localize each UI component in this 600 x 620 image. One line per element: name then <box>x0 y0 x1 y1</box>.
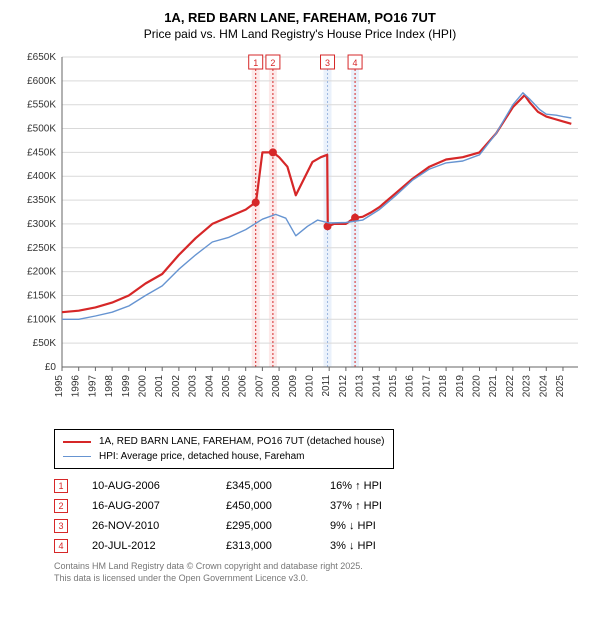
legend-label: HPI: Average price, detached house, Fare… <box>99 449 305 464</box>
sale-date: 16-AUG-2007 <box>92 500 202 512</box>
svg-text:£500K: £500K <box>27 124 56 135</box>
svg-text:£50K: £50K <box>33 338 57 349</box>
svg-text:2025: 2025 <box>555 375 566 398</box>
sale-delta: 16% ↑ HPI <box>330 480 450 492</box>
title-block: 1A, RED BARN LANE, FAREHAM, PO16 7UT Pri… <box>12 10 588 41</box>
svg-text:2013: 2013 <box>355 375 366 398</box>
legend: 1A, RED BARN LANE, FAREHAM, PO16 7UT (de… <box>54 429 394 469</box>
svg-text:2005: 2005 <box>221 375 232 398</box>
svg-text:1996: 1996 <box>71 375 82 398</box>
svg-text:2018: 2018 <box>438 375 449 398</box>
sale-delta: 37% ↑ HPI <box>330 500 450 512</box>
svg-text:2011: 2011 <box>321 375 332 397</box>
svg-text:2008: 2008 <box>271 375 282 398</box>
sale-price: £450,000 <box>226 500 306 512</box>
price-chart: £0 £50K £100K £150K £200K £250K £300K £350K £400… <box>12 49 588 419</box>
footer: Contains HM Land Registry data © Crown c… <box>54 561 582 584</box>
svg-text:£350K: £350K <box>27 195 56 206</box>
sale-price: £313,000 <box>226 540 306 552</box>
svg-text:2020: 2020 <box>471 375 482 398</box>
sale-delta: 3% ↓ HPI <box>330 540 450 552</box>
svg-text:1997: 1997 <box>87 375 98 398</box>
svg-text:2009: 2009 <box>288 375 299 398</box>
title-line1: 1A, RED BARN LANE, FAREHAM, PO16 7UT <box>12 10 588 25</box>
footer-line2: This data is licensed under the Open Gov… <box>54 573 582 585</box>
svg-text:2015: 2015 <box>388 375 399 398</box>
svg-text:2007: 2007 <box>254 375 265 398</box>
svg-text:£650K: £650K <box>27 52 56 63</box>
title-line2: Price paid vs. HM Land Registry's House … <box>12 27 588 41</box>
sale-marker: 2 <box>54 499 68 513</box>
sale-date: 10-AUG-2006 <box>92 480 202 492</box>
svg-text:£250K: £250K <box>27 243 56 254</box>
svg-text:2003: 2003 <box>188 375 199 398</box>
sale-marker: 4 <box>54 539 68 553</box>
sale-date: 20-JUL-2012 <box>92 540 202 552</box>
svg-text:£300K: £300K <box>27 219 56 230</box>
sales-row: 1 10-AUG-2006 £345,000 16% ↑ HPI <box>54 479 582 493</box>
legend-swatch <box>63 456 91 457</box>
svg-text:2012: 2012 <box>338 375 349 398</box>
svg-text:2024: 2024 <box>538 375 549 398</box>
legend-swatch <box>63 441 91 443</box>
svg-text:1995: 1995 <box>54 375 65 398</box>
svg-text:1998: 1998 <box>104 375 115 398</box>
svg-text:2022: 2022 <box>505 375 516 398</box>
footer-line1: Contains HM Land Registry data © Crown c… <box>54 561 582 573</box>
legend-row: 1A, RED BARN LANE, FAREHAM, PO16 7UT (de… <box>63 434 385 449</box>
svg-text:2010: 2010 <box>304 375 315 398</box>
chart-svg: £0 £50K £100K £150K £200K £250K £300K £350K £400… <box>12 49 588 419</box>
sale-price: £345,000 <box>226 480 306 492</box>
svg-text:2: 2 <box>270 58 275 68</box>
sale-marker: 3 <box>54 519 68 533</box>
svg-text:2017: 2017 <box>421 375 432 398</box>
sale-date: 26-NOV-2010 <box>92 520 202 532</box>
svg-text:4: 4 <box>353 58 358 68</box>
sales-row: 3 26-NOV-2010 £295,000 9% ↓ HPI <box>54 519 582 533</box>
svg-text:£400K: £400K <box>27 171 56 182</box>
svg-text:2006: 2006 <box>238 375 249 398</box>
svg-text:£600K: £600K <box>27 76 56 87</box>
svg-text:£200K: £200K <box>27 267 56 278</box>
page: 1A, RED BARN LANE, FAREHAM, PO16 7UT Pri… <box>0 0 600 594</box>
sales-table: 1 10-AUG-2006 £345,000 16% ↑ HPI 2 16-AUG-200… <box>54 479 582 553</box>
svg-text:2004: 2004 <box>204 375 215 398</box>
svg-text:3: 3 <box>325 58 330 68</box>
svg-text:2001: 2001 <box>154 375 165 398</box>
svg-text:2014: 2014 <box>371 375 382 398</box>
svg-text:2021: 2021 <box>488 375 499 398</box>
sales-row: 4 20-JUL-2012 £313,000 3% ↓ HPI <box>54 539 582 553</box>
svg-text:2002: 2002 <box>171 375 182 398</box>
sale-marker: 1 <box>54 479 68 493</box>
svg-text:2000: 2000 <box>137 375 148 398</box>
svg-text:£100K: £100K <box>27 314 56 325</box>
sales-row: 2 16-AUG-2007 £450,000 37% ↑ HPI <box>54 499 582 513</box>
svg-text:£550K: £550K <box>27 100 56 111</box>
svg-text:£150K: £150K <box>27 290 56 301</box>
sale-delta: 9% ↓ HPI <box>330 520 450 532</box>
svg-text:1: 1 <box>253 58 258 68</box>
svg-text:£450K: £450K <box>27 147 56 158</box>
svg-text:2016: 2016 <box>405 375 416 398</box>
svg-text:1999: 1999 <box>121 375 132 398</box>
sale-price: £295,000 <box>226 520 306 532</box>
svg-text:2023: 2023 <box>522 375 533 398</box>
legend-label: 1A, RED BARN LANE, FAREHAM, PO16 7UT (de… <box>99 434 385 449</box>
svg-text:£0: £0 <box>45 362 57 373</box>
legend-row: HPI: Average price, detached house, Fare… <box>63 449 385 464</box>
svg-text:2019: 2019 <box>455 375 466 398</box>
